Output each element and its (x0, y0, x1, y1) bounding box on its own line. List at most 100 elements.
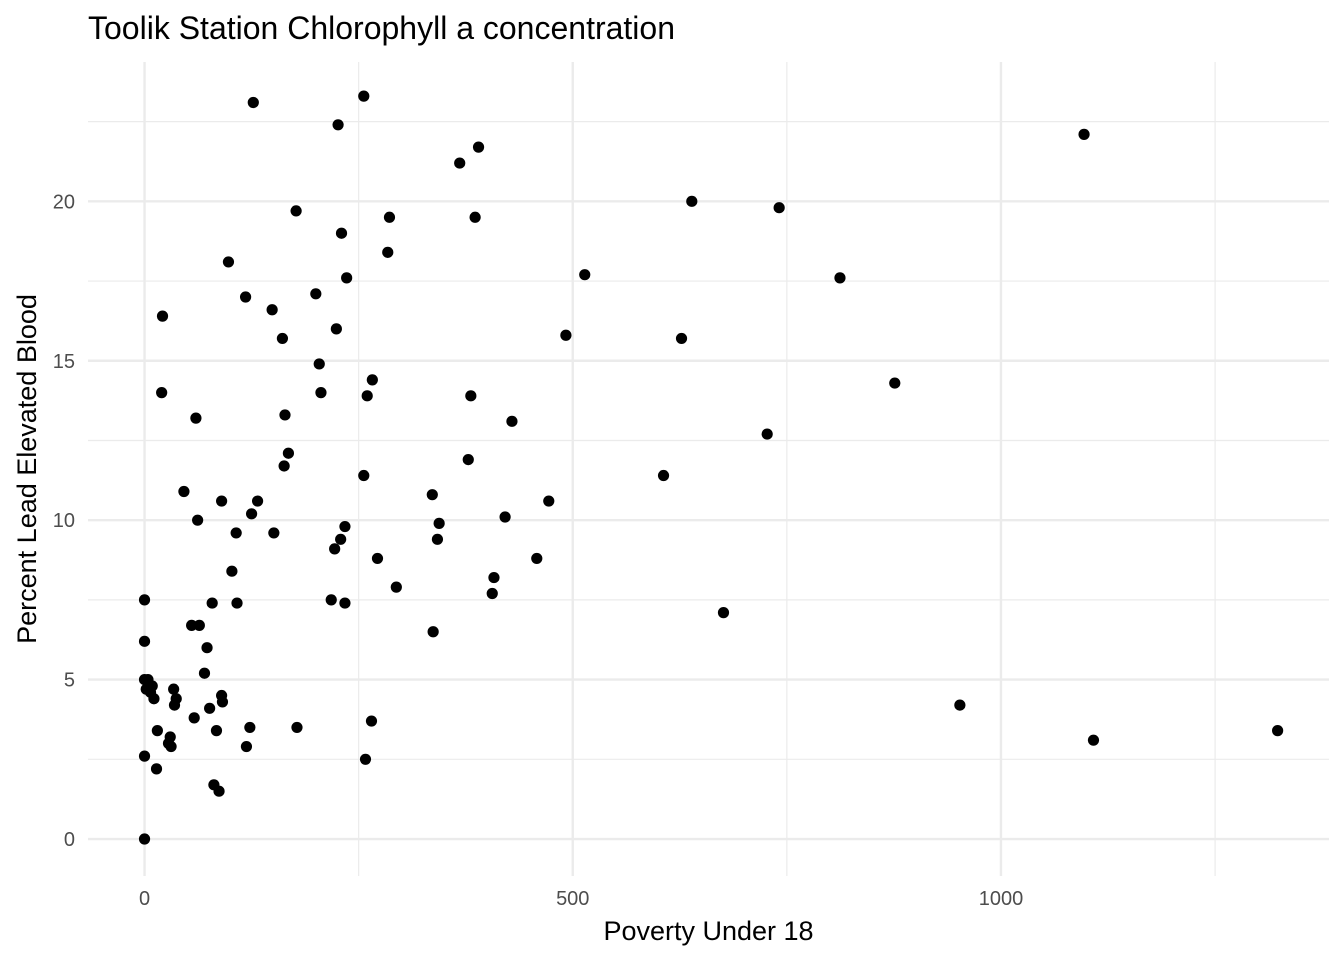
data-point (335, 227, 348, 239)
x-axis-tick-labels: 0 500 1000 (139, 888, 1023, 910)
data-point (245, 508, 258, 520)
data-point (156, 310, 169, 322)
data-point (426, 489, 438, 501)
data-point (675, 332, 688, 345)
data-point (310, 288, 322, 300)
data-point (190, 412, 202, 424)
data-point (188, 712, 200, 724)
data-point (146, 680, 158, 692)
data-point (834, 272, 846, 284)
data-point (454, 157, 466, 169)
data-point (506, 415, 518, 427)
data-point (239, 291, 252, 303)
data-point (266, 304, 278, 316)
data-point (954, 699, 966, 711)
data-point (291, 721, 303, 734)
data-point (244, 721, 256, 734)
data-point (206, 597, 218, 609)
x-tick-label: 1000 (979, 888, 1024, 910)
data-point (358, 469, 370, 482)
data-point (330, 323, 342, 335)
data-point (315, 387, 327, 399)
data-point (138, 594, 151, 606)
data-point (226, 565, 238, 577)
data-point (268, 527, 280, 539)
data-point (170, 693, 182, 705)
data-point (290, 205, 302, 217)
data-point (335, 533, 347, 545)
data-point (216, 495, 228, 507)
y-tick-label: 10 (53, 510, 75, 532)
data-point (499, 511, 511, 523)
data-point (231, 597, 243, 609)
data-point (657, 469, 670, 482)
data-point (341, 272, 353, 284)
data-point (390, 581, 402, 593)
data-point (282, 447, 295, 459)
data-point (148, 693, 160, 705)
data-point (359, 753, 372, 765)
data-point (164, 731, 176, 743)
data-point (1272, 725, 1284, 737)
data-point (210, 725, 223, 737)
data-point (433, 517, 445, 529)
data-point (325, 594, 337, 606)
y-axis-tick-labels: 0 5 10 15 20 (53, 191, 75, 851)
data-point (156, 387, 168, 399)
data-point (358, 90, 370, 102)
y-tick-label: 5 (64, 670, 75, 692)
data-point (186, 619, 198, 631)
data-point (222, 256, 235, 268)
data-point (168, 683, 180, 695)
data-point (889, 377, 901, 389)
data-point (383, 211, 396, 223)
data-points (138, 90, 1284, 845)
data-point (178, 485, 190, 498)
data-point (717, 607, 730, 619)
data-point (371, 552, 384, 565)
data-point (165, 740, 177, 753)
data-point (193, 619, 205, 631)
data-point (1087, 734, 1100, 746)
data-point (329, 543, 341, 555)
data-point (204, 702, 216, 714)
data-point (366, 374, 378, 386)
minor-gridlines-y (88, 121, 1329, 760)
data-point (579, 269, 591, 281)
data-point (1078, 128, 1090, 140)
data-point (431, 533, 444, 545)
data-point (216, 696, 229, 708)
data-point (472, 141, 485, 153)
data-point (251, 495, 264, 507)
data-point (465, 390, 477, 402)
data-point (240, 740, 253, 753)
data-point (462, 453, 474, 466)
data-point (686, 195, 698, 207)
data-point (761, 428, 773, 440)
y-tick-label: 15 (53, 351, 75, 373)
x-tick-label: 0 (139, 888, 150, 910)
x-tick-label: 500 (556, 888, 589, 910)
data-point (382, 246, 394, 258)
data-point (531, 552, 543, 565)
y-tick-label: 0 (64, 829, 75, 851)
data-point (313, 358, 325, 370)
chart-title: Toolik Station Chlorophyll a concentrati… (88, 10, 675, 46)
data-point (276, 332, 289, 345)
major-gridlines-x (143, 62, 1003, 876)
data-point (138, 635, 151, 647)
data-point (278, 460, 290, 472)
data-point (339, 520, 351, 533)
data-point (332, 119, 344, 131)
data-point (543, 495, 555, 507)
data-point (151, 725, 163, 737)
y-tick-label: 20 (53, 191, 75, 213)
data-point (247, 96, 259, 109)
data-point (192, 514, 204, 526)
data-point (138, 833, 151, 845)
data-point (427, 626, 439, 638)
data-point (230, 527, 242, 539)
data-point (469, 211, 481, 223)
data-point (213, 785, 225, 797)
